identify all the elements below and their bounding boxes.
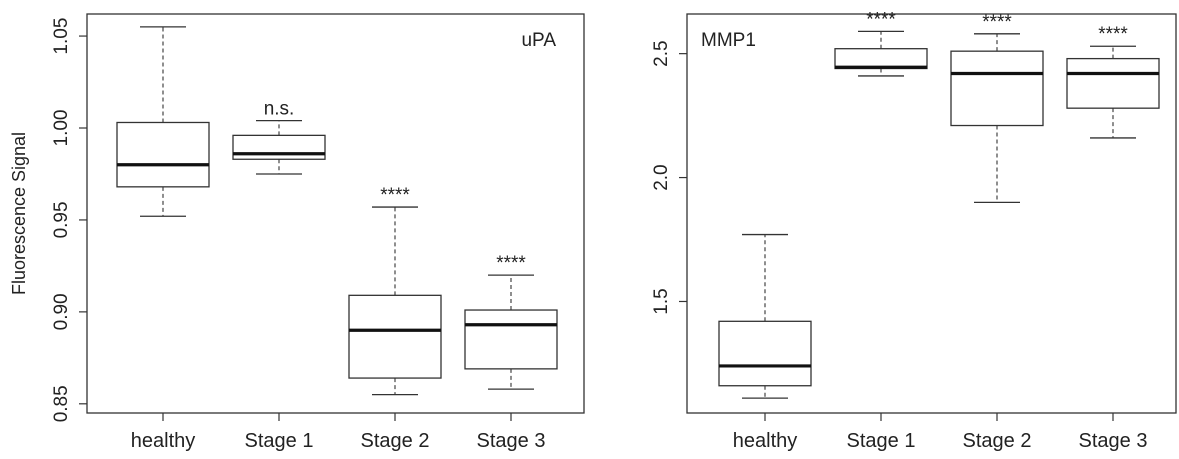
y-tick-label: 1.5 [651,288,672,314]
box-stage-1: **** [834,9,928,77]
y-tick-label: 0.95 [51,201,72,238]
iqr-box [1066,57,1160,109]
significance-label: **** [1098,24,1128,45]
x-tick-label: Stage 2 [361,430,430,452]
iqr-box [834,48,928,70]
x-tick-label: healthy [131,430,196,452]
plot-frame [686,13,1177,414]
panel-mmp1: 1.5 2.0 2.5 healthy Stage 1 Stage 2 Stage 3 ***… [651,9,1177,452]
y-tick-label: 2.5 [651,40,672,66]
x-tick-label: Stage 1 [847,430,916,452]
y-axis-title: Fluorescence Signal [9,132,29,295]
y-tick-label: 2.0 [651,164,672,190]
box-stage-1: n.s. [232,99,326,175]
significance-label: **** [866,9,896,30]
x-tick-label: Stage 1 [245,430,314,452]
y-tick-label: 0.90 [51,293,72,330]
iqr-box [950,50,1044,127]
significance-label: n.s. [264,99,295,120]
panel-upa: 0.85 0.90 0.95 1.00 1.05 Fluorescence Signal h… [9,13,585,452]
iqr-box [348,294,442,379]
x-tick-label: Stage 3 [477,430,546,452]
box-stage-2: **** [950,12,1044,203]
y-tick-label: 1.00 [51,110,72,147]
x-tick-label: Stage 2 [963,430,1032,452]
box-stage-2: **** [348,185,442,396]
y-tick-label: 1.05 [51,18,72,55]
significance-label: **** [496,253,526,274]
iqr-box [232,134,326,160]
iqr-box [718,320,812,387]
box-stage-3: **** [464,253,558,390]
box-healthy [718,233,812,399]
panel-label: MMP1 [701,30,756,51]
iqr-box [464,309,558,370]
significance-label: **** [982,12,1012,33]
box-healthy [116,26,210,217]
box-stage-3: **** [1066,24,1160,139]
panel-label: uPA [521,30,556,51]
iqr-box [116,121,210,188]
y-tick-label: 0.85 [51,385,72,422]
x-tick-label: healthy [733,430,798,452]
significance-label: **** [380,185,410,206]
x-tick-label: Stage 3 [1079,430,1148,452]
plot-frame [86,13,585,414]
